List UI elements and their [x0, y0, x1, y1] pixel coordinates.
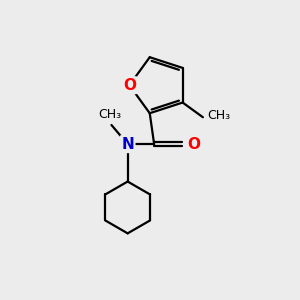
- Text: CH₃: CH₃: [207, 109, 230, 122]
- Text: O: O: [188, 136, 200, 152]
- Text: O: O: [123, 78, 136, 93]
- Text: CH₃: CH₃: [98, 109, 122, 122]
- Text: N: N: [121, 136, 134, 152]
